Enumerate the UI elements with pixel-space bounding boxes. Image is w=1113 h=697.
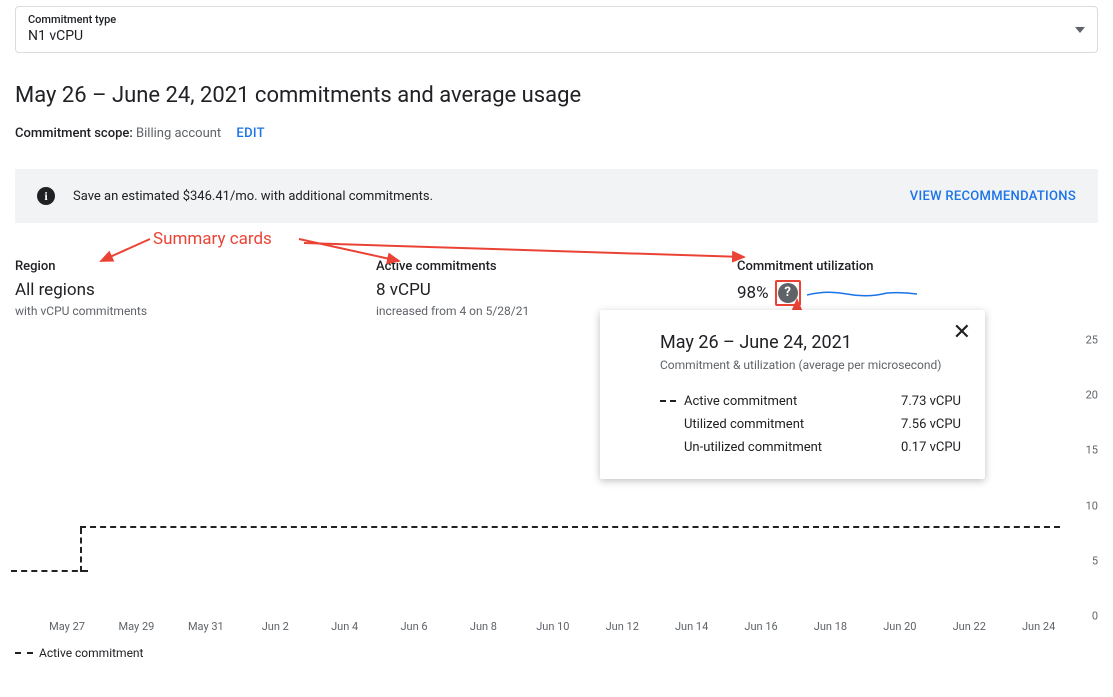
popover-row-label: Utilized commitment [684,417,804,432]
popover-row: Utilized commitment 7.56 vCPU [660,413,961,436]
chart-legend: Active commitment [15,646,1098,660]
y-tick: 0 [1092,610,1098,623]
popover-row-label: Un-utilized commitment [684,440,822,455]
active-commitment-line [80,528,82,572]
legend-label: Active commitment [39,646,143,660]
x-tick: Jun 4 [331,620,358,633]
x-tick: Jun 6 [400,620,427,633]
summary-card-region: Region All regions with vCPU commitments [15,259,376,318]
banner-text: Save an estimated $346.41/mo. with addit… [73,189,433,204]
x-tick: Jun 20 [883,620,916,633]
popover-row: Active commitment 7.73 vCPU [660,390,961,413]
y-tick: 20 [1086,389,1098,402]
close-icon[interactable]: ✕ [953,322,971,344]
savings-banner: i Save an estimated $346.41/mo. with add… [15,169,1098,223]
card-label: Commitment utilization [737,259,1074,274]
x-tick: Jun 16 [744,620,777,633]
y-tick: 15 [1086,444,1098,457]
annotation-arrow-icon [300,227,750,263]
popover-row-value: 0.17 vCPU [901,440,961,455]
active-commitment-line [80,526,1060,528]
utilization-sparkline [807,286,917,300]
commitment-type-value: N1 vCPU [28,28,1085,44]
card-value: 8 vCPU [376,280,713,300]
card-value: All regions [15,280,352,300]
scope-value: Billing account [136,126,221,141]
legend-dash-icon [660,400,676,402]
annotation-label: Summary cards [153,229,272,249]
scope-label: Commitment scope: [15,126,133,141]
annotation-summary-cards: Summary cards [15,229,1098,259]
popover-title: May 26 – June 24, 2021 [660,332,961,353]
y-tick: 25 [1086,334,1098,347]
y-tick: 10 [1086,499,1098,512]
card-label: Region [15,259,352,274]
popover-row-value: 7.73 vCPU [901,394,961,409]
x-tick: Jun 18 [814,620,847,633]
x-tick: May 29 [119,620,155,633]
active-commitment-line [11,570,88,572]
annotation-highlight-box: ? [775,280,801,306]
y-tick: 5 [1092,554,1098,567]
commitment-scope-row: Commitment scope: Billing account EDIT [15,126,1098,141]
x-tick: May 27 [49,620,85,633]
x-tick: Jun 14 [675,620,708,633]
x-tick: Jun 12 [606,620,639,633]
x-tick: Jun 2 [262,620,289,633]
x-tick: Jun 10 [536,620,569,633]
help-icon[interactable]: ? [778,283,798,303]
page-title: May 26 – June 24, 2021 commitments and a… [15,83,1098,108]
card-subtext: with vCPU commitments [15,304,352,318]
card-label: Active commitments [376,259,713,274]
commitment-type-label: Commitment type [28,13,1085,26]
popover-row-value: 7.56 vCPU [901,417,961,432]
legend-dash-icon [15,652,33,654]
x-tick: Jun 24 [1022,620,1055,633]
view-recommendations-button[interactable]: VIEW RECOMMENDATIONS [910,189,1076,204]
utilization-popover: ✕ May 26 – June 24, 2021 Commitment & ut… [600,310,985,479]
popover-row-label: Active commitment [684,394,797,409]
popover-row: Un-utilized commitment 0.17 vCPU [660,436,961,459]
chevron-down-icon [1075,27,1085,33]
x-tick: Jun 22 [953,620,986,633]
popover-subtitle: Commitment & utilization (average per mi… [660,357,961,374]
edit-scope-button[interactable]: EDIT [236,126,264,141]
commitment-type-select[interactable]: Commitment type N1 vCPU [15,6,1098,53]
card-value: 98% [737,283,769,303]
info-icon: i [37,187,55,205]
x-tick: Jun 8 [470,620,497,633]
x-tick: May 31 [188,620,224,633]
